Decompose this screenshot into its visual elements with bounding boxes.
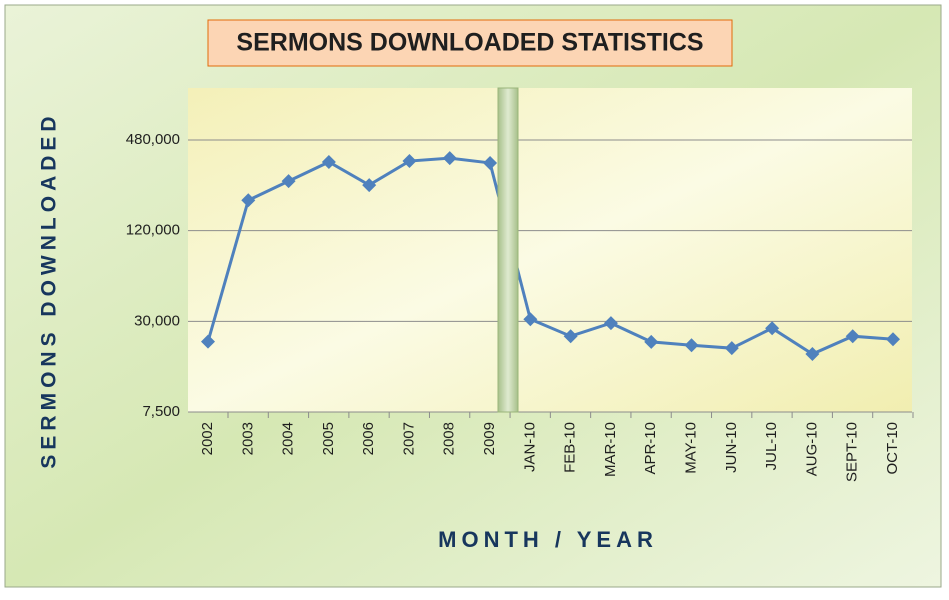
x-tick-label: APR-10 [642, 422, 659, 475]
y-tick-label: 7,500 [142, 403, 180, 420]
x-tick-label: MAY-10 [682, 422, 699, 474]
data-point [805, 347, 820, 362]
data-point [765, 321, 780, 336]
x-tick-label: JUL-10 [763, 422, 780, 470]
x-tick-label: SEPT-10 [844, 422, 861, 482]
x-tick-label: 2004 [280, 422, 297, 455]
plot-area [188, 88, 912, 412]
data-point [321, 154, 336, 169]
data-point [201, 334, 215, 349]
x-tick-label: 2008 [441, 422, 458, 455]
data-point [362, 178, 377, 193]
data-point [523, 312, 538, 327]
x-tick-label: OCT-10 [884, 422, 901, 475]
x-tick-label: 2009 [481, 422, 498, 455]
data-point [886, 332, 900, 347]
data-point [483, 155, 498, 170]
data-point [684, 338, 699, 353]
title-box [207, 19, 733, 67]
y-tick-label: 30,000 [134, 312, 180, 329]
data-point [241, 193, 256, 208]
data-point [563, 329, 578, 344]
data-point [845, 329, 860, 344]
axis-break [497, 87, 519, 413]
x-tick-label: FEB-10 [562, 422, 579, 473]
data-point [724, 341, 739, 356]
x-tick-label: 2005 [320, 422, 337, 455]
data-point [644, 334, 659, 349]
y-axis-label: SERMONS DOWNLOADED [38, 111, 61, 468]
chart-title: SERMONS DOWNLOADED STATISTICS [236, 29, 703, 57]
x-tick-label: 2007 [400, 422, 417, 455]
x-tick-label: 2003 [239, 422, 256, 455]
y-tick-label: 120,000 [126, 222, 180, 239]
x-tick-label: MAR-10 [602, 422, 619, 477]
data-point [281, 174, 296, 189]
x-axis-label: MONTH / YEAR [438, 527, 658, 552]
x-tick-label: JUN-10 [723, 422, 740, 473]
data-line [206, 156, 894, 356]
x-tick-label: 2006 [360, 422, 377, 455]
y-tick-label: 480,000 [126, 131, 180, 148]
x-tick-label: 2002 [199, 422, 216, 455]
data-point [603, 316, 618, 331]
x-tick-label: AUG-10 [803, 422, 820, 476]
data-point [402, 154, 417, 169]
x-tick-label: JAN-10 [521, 422, 538, 472]
data-point [442, 151, 457, 166]
